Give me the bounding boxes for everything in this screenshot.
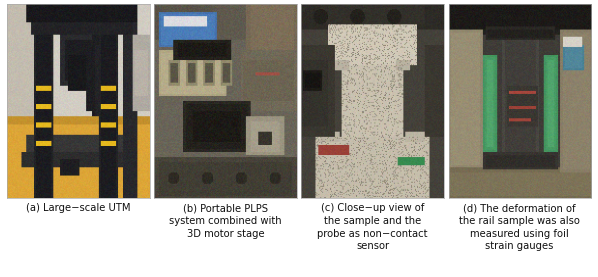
Text: (a) Large−scale UTM: (a) Large−scale UTM	[26, 203, 130, 213]
Text: (c) Close−up view of
the sample and the
probe as non−contact
sensor: (c) Close−up view of the sample and the …	[318, 203, 428, 252]
Text: (b) Portable PLPS
system combined with
3D motor stage: (b) Portable PLPS system combined with 3…	[169, 203, 282, 239]
Text: (d) The deformation of
the rail sample was also
measured using foil
strain gauge: (d) The deformation of the rail sample w…	[459, 203, 580, 252]
